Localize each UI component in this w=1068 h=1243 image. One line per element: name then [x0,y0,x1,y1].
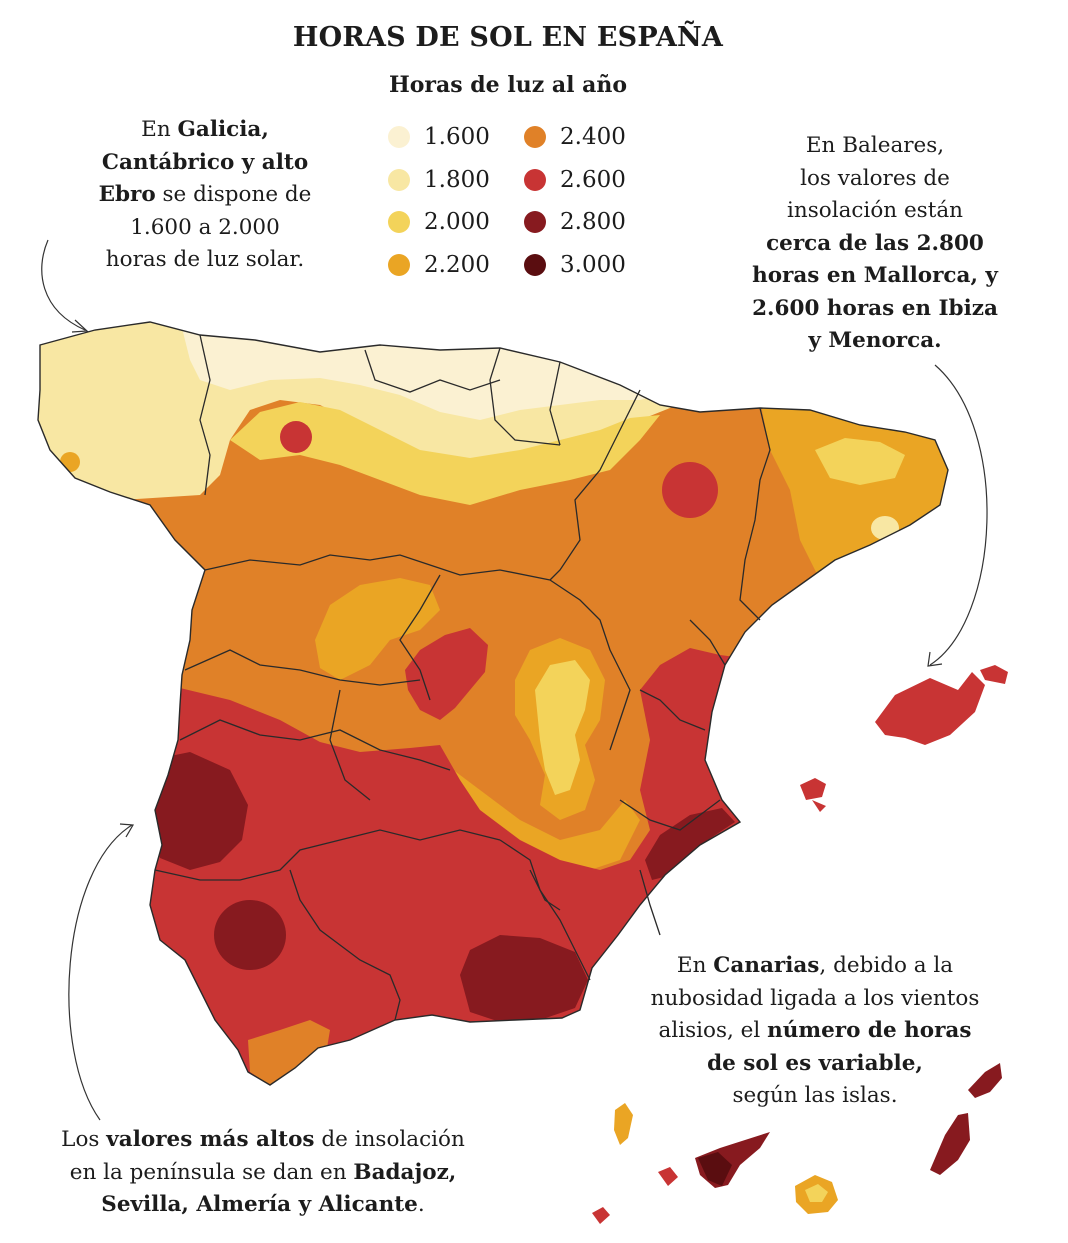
map-title: HORAS DE SOL EN ESPAÑA [292,22,724,53]
note-text: se dispone de [155,182,312,207]
note-text: alisios, el [658,1018,768,1043]
note-text: insolación están [787,198,963,223]
zone-2800-badajoz [150,752,248,870]
note-text: En [141,117,178,142]
arrow-baleares [929,364,988,666]
note-bold: Ebro [98,182,156,207]
zone-2800-almeria [460,935,588,1022]
note-text: de insolación [314,1127,465,1152]
note-text: , debido a la [819,953,954,978]
annotation-arrows [41,239,988,1121]
note-text: nubosidad ligada a los vientos [650,985,980,1011]
gran-canaria-center [805,1184,828,1202]
note-text: En Baleares, [805,133,945,158]
note-text: Los [61,1127,107,1152]
legend-item-2400: 2.400 [524,122,626,152]
formentera [812,800,826,812]
legend-swatch [388,126,410,148]
zone-2600-central [405,628,488,720]
fuerteventura [930,1113,970,1175]
zone-2000-ne-patch [815,438,905,485]
legend-swatch [388,211,410,233]
note-bold: número de horas [767,1018,972,1043]
note-text: En [676,953,714,978]
note-text: según las islas. [732,1083,898,1108]
annotation-baleares: En Baleares, los valores de insolación e… [730,130,1020,358]
legend-label: 1.600 [424,124,490,150]
note-bold: Cantábrico y alto [101,149,309,175]
legend-title: Horas de luz al año [388,72,628,98]
menorca [980,665,1008,684]
zone-2600-spot-leon [280,421,312,453]
zone-2000-north [230,402,660,505]
legend-swatch [524,169,546,191]
lanzarote [968,1063,1002,1098]
legend-item-2800: 2.800 [524,207,626,237]
note-text: . [417,1192,425,1217]
tenerife-south [698,1152,732,1186]
legend-label: 2.400 [560,124,626,150]
legend-swatch [388,169,410,191]
legend-label: 1.800 [424,167,490,193]
note-bold: horas en Mallorca, y [752,263,998,288]
note-bold: Sevilla, Almería y Alicante [101,1192,418,1217]
zone-2000-center [535,660,590,795]
legend-item-2600: 2.600 [524,165,626,195]
annotation-canarias: En Canarias, debido a la nubosidad ligad… [620,950,1010,1113]
legend-swatch [524,126,546,148]
note-bold: de sol es variable, [707,1050,923,1076]
legend-label: 2.800 [560,209,626,235]
legend-item-2200: 2.200 [388,250,490,280]
zone-2600-spot-zaragoza [662,462,718,518]
zone-2800-sevilla [214,900,286,970]
mallorca [875,672,985,745]
zone-2200-central-west [315,578,440,680]
region-borders [154,334,771,1021]
note-text: 1.600 a 2.000 [130,214,280,240]
note-text: en la península se dan en [69,1159,354,1185]
note-bold: Canarias [713,953,820,978]
annotation-valores-altos: Los valores más altos de insolación en l… [28,1124,498,1222]
legend-swatch [524,211,546,233]
arrowhead-baleares [927,651,943,667]
note-bold: y Menorca. [808,328,942,353]
legend-item-2000: 2.000 [388,207,490,237]
la-gomera [658,1167,678,1186]
legend-swatch [388,254,410,276]
canarias [592,1063,1002,1224]
ibiza [800,778,826,800]
note-bold: Badajoz, [353,1159,457,1185]
legend-item-3000: 3.000 [524,250,626,280]
note-text: los valores de [800,165,950,191]
zone-2400-spot-galicia [60,452,80,472]
legend-label: 3.000 [560,252,626,278]
legend: 1.600 1.800 2.000 2.200 2.400 2.600 2.80… [388,118,658,288]
legend-item-1600: 1.600 [388,122,490,152]
note-bold: cerca de las 2.800 [766,230,984,256]
el-hierro [592,1207,610,1224]
note-text: horas de luz solar. [105,247,305,272]
peninsula-outline [37,321,949,1086]
note-bold: 2.600 horas en Ibiza [752,295,998,321]
annotation-galicia: En Galicia, Cantábrico y alto Ebro se di… [70,114,340,277]
legend-swatch [524,254,546,276]
note-bold: Galicia, [177,117,269,142]
la-palma [614,1103,633,1145]
baleares [800,665,1008,812]
arrowhead-altos [119,823,135,838]
arrowhead-galicia [71,319,89,333]
legend-label: 2.200 [424,252,490,278]
arrow-altos [68,824,133,1121]
zone-2000-east-patch [871,516,899,540]
legend-item-1800: 1.800 [388,165,490,195]
arrow-galicia [41,239,86,331]
legend-label: 2.600 [560,167,626,193]
note-bold: valores más altos [106,1127,315,1152]
zone-2800-alicante [645,808,735,880]
legend-label: 2.000 [424,209,490,235]
